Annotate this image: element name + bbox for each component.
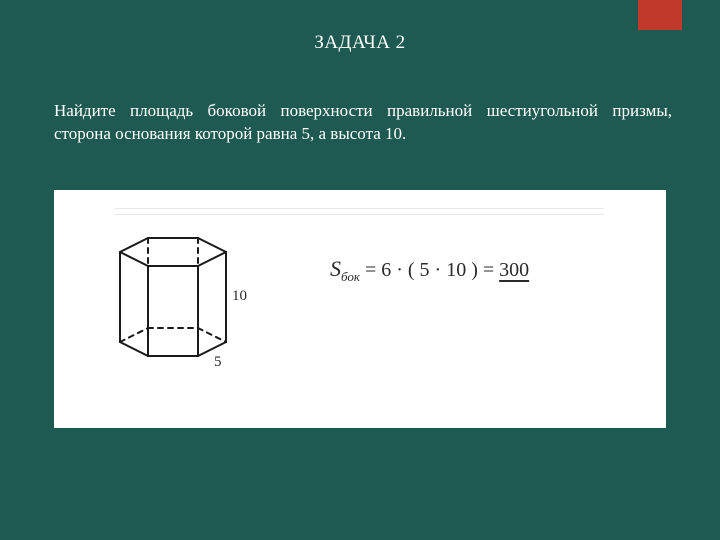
accent-tab bbox=[638, 0, 682, 30]
ruling-line bbox=[114, 214, 604, 215]
problem-statement: Найдите площадь боковой поверхности прав… bbox=[54, 100, 672, 146]
ruling-line bbox=[114, 208, 604, 209]
slide-root: ЗАДАЧА 2 Найдите площадь боковой поверхн… bbox=[0, 0, 720, 540]
formula-symbol: S bbox=[330, 256, 341, 281]
formula-subscript: бок bbox=[341, 269, 360, 284]
height-label: 10 bbox=[232, 288, 247, 305]
formula-expression: = 6 · ( 5 · 10 ) = bbox=[360, 259, 499, 281]
slide-title: ЗАДАЧА 2 bbox=[0, 32, 720, 54]
formula: Sбок = 6 · ( 5 · 10 ) = 300 bbox=[330, 256, 529, 285]
base-side-label: 5 bbox=[214, 354, 222, 371]
figure-panel: 10 5 Sбок = 6 · ( 5 · 10 ) = 300 bbox=[54, 190, 666, 428]
formula-result: 300 bbox=[499, 259, 529, 281]
